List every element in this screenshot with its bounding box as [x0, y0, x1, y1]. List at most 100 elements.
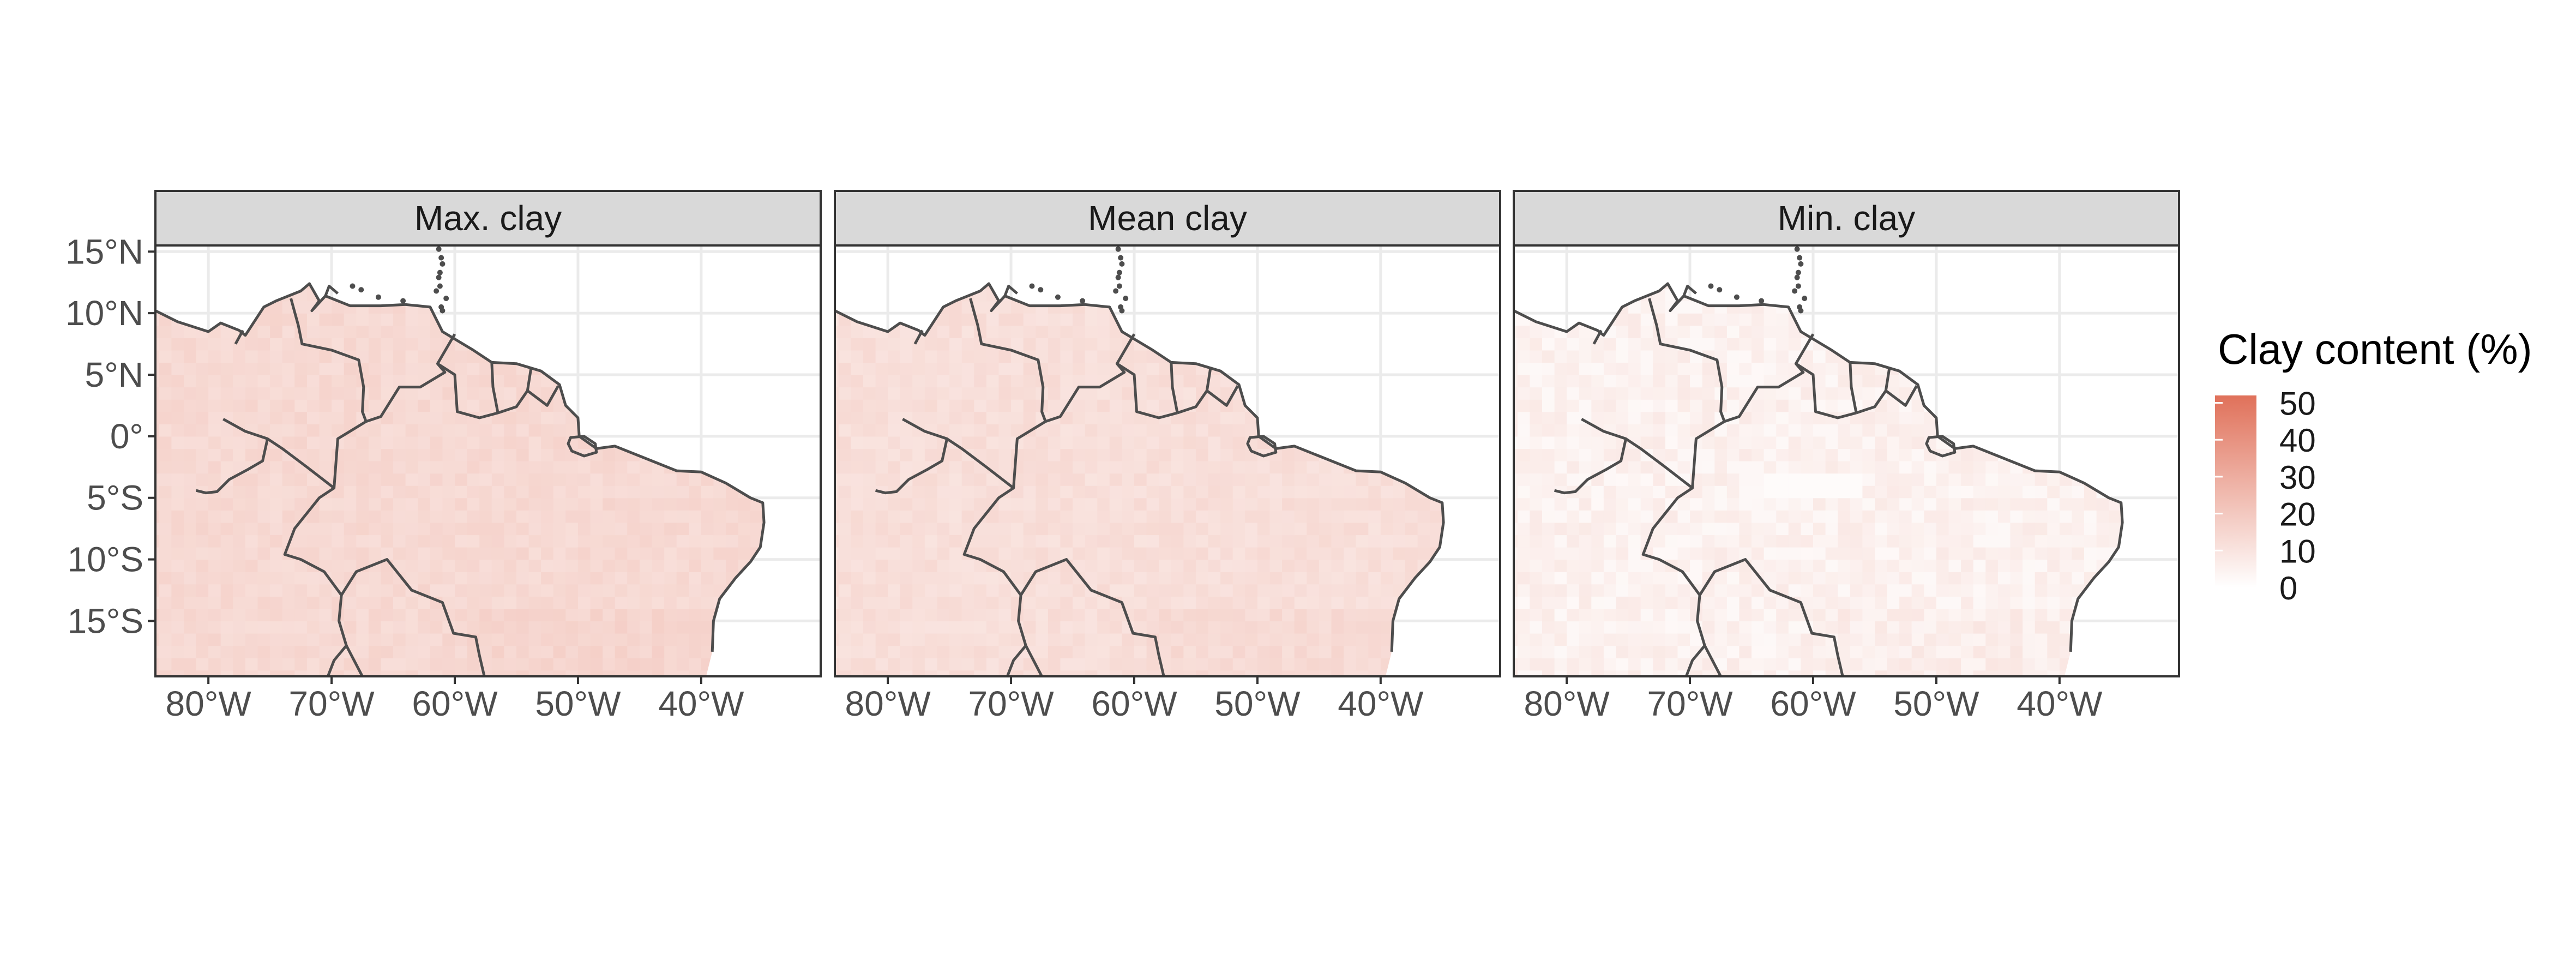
raster-cell — [1257, 670, 1271, 676]
raster-cell — [1073, 448, 1086, 461]
raster-cell — [1788, 510, 1801, 523]
raster-cell — [1628, 325, 1641, 338]
raster-cell — [270, 510, 283, 523]
raster-cell — [1368, 621, 1381, 634]
raster-cell — [1665, 584, 1678, 597]
raster-cell — [1739, 584, 1752, 597]
raster-cell — [1653, 362, 1666, 375]
raster-cell — [1726, 633, 1740, 646]
raster-cell — [1801, 584, 1814, 597]
raster-cell — [332, 338, 345, 351]
raster-cell — [528, 485, 541, 499]
raster-cell — [1122, 485, 1135, 499]
raster-cell — [924, 338, 938, 351]
raster-cell — [1764, 485, 1777, 499]
raster-cell — [1788, 473, 1801, 486]
raster-cell — [368, 670, 382, 676]
raster-cell — [565, 510, 579, 523]
raster-cell — [863, 559, 876, 572]
raster-cell — [900, 559, 913, 572]
raster-cell — [701, 547, 714, 560]
raster-cell — [516, 670, 529, 676]
raster-cell — [270, 522, 283, 536]
raster-cell — [1752, 621, 1765, 634]
raster-cell — [1752, 375, 1765, 388]
raster-cell — [257, 387, 270, 400]
raster-cell — [639, 621, 653, 634]
raster-cell — [541, 387, 554, 400]
raster-cell — [220, 473, 233, 486]
raster-cell — [1603, 387, 1617, 400]
raster-cell — [888, 473, 901, 486]
raster-cell — [1702, 313, 1715, 326]
raster-cell — [664, 584, 677, 597]
raster-cell — [1579, 448, 1592, 461]
raster-cell — [664, 670, 677, 676]
raster-cell — [615, 658, 628, 671]
raster-cell — [664, 608, 677, 622]
raster-cell — [912, 596, 925, 609]
raster-cell — [418, 436, 431, 449]
raster-cell — [1036, 584, 1049, 597]
raster-cell — [294, 510, 308, 523]
raster-cell — [1640, 608, 1653, 622]
raster-cell — [430, 658, 443, 671]
raster-cell — [1788, 584, 1801, 597]
raster-cell — [900, 461, 913, 474]
raster-cell — [652, 522, 665, 536]
raster-cell — [1171, 436, 1184, 449]
raster-cell — [1517, 596, 1530, 609]
raster-cell — [1665, 572, 1678, 585]
raster-cell — [381, 448, 394, 461]
raster-cell — [1690, 510, 1703, 523]
raster-cell — [1514, 485, 1518, 499]
raster-cell — [442, 535, 455, 548]
raster-cell — [1060, 645, 1073, 658]
raster-cell — [1752, 399, 1765, 412]
raster-cell — [1282, 608, 1295, 622]
raster-cell — [270, 670, 283, 676]
raster-cell — [1628, 522, 1641, 536]
raster-cell — [1368, 572, 1381, 585]
raster-cell — [1085, 350, 1098, 363]
raster-cell — [750, 522, 763, 536]
raster-cell — [270, 559, 283, 572]
raster-cell — [961, 350, 974, 363]
raster-cell — [1616, 522, 1629, 536]
raster-cell — [541, 535, 554, 548]
raster-cell — [282, 621, 295, 634]
raster-cell — [1196, 608, 1209, 622]
raster-cell — [900, 338, 913, 351]
raster-cell — [430, 387, 443, 400]
raster-cell — [565, 497, 579, 511]
raster-cell — [393, 448, 406, 461]
raster-cell — [233, 559, 246, 572]
raster-cell — [937, 424, 950, 437]
raster-cell — [1752, 522, 1765, 536]
raster-cell — [1331, 510, 1344, 523]
raster-cell — [294, 608, 308, 622]
raster-cell — [184, 584, 197, 597]
raster-cell — [1690, 424, 1703, 437]
raster-cell — [270, 448, 283, 461]
raster-cell — [1380, 584, 1394, 597]
raster-cell — [405, 350, 418, 363]
raster-cell — [1220, 461, 1233, 474]
raster-cell — [1514, 325, 1518, 338]
raster-cell — [924, 375, 938, 388]
raster-cell — [1232, 461, 1245, 474]
raster-cell — [875, 436, 888, 449]
raster-cell — [627, 473, 640, 486]
raster-cell — [1232, 424, 1245, 437]
raster-cell — [208, 375, 221, 388]
raster-cell — [467, 522, 480, 536]
raster-cell — [565, 547, 579, 560]
raster-cell — [1319, 596, 1332, 609]
raster-cell — [257, 633, 270, 646]
raster-cell — [155, 325, 160, 338]
raster-cell — [1690, 338, 1703, 351]
raster-cell — [393, 658, 406, 671]
raster-cell — [875, 596, 888, 609]
raster-cell — [851, 375, 864, 388]
